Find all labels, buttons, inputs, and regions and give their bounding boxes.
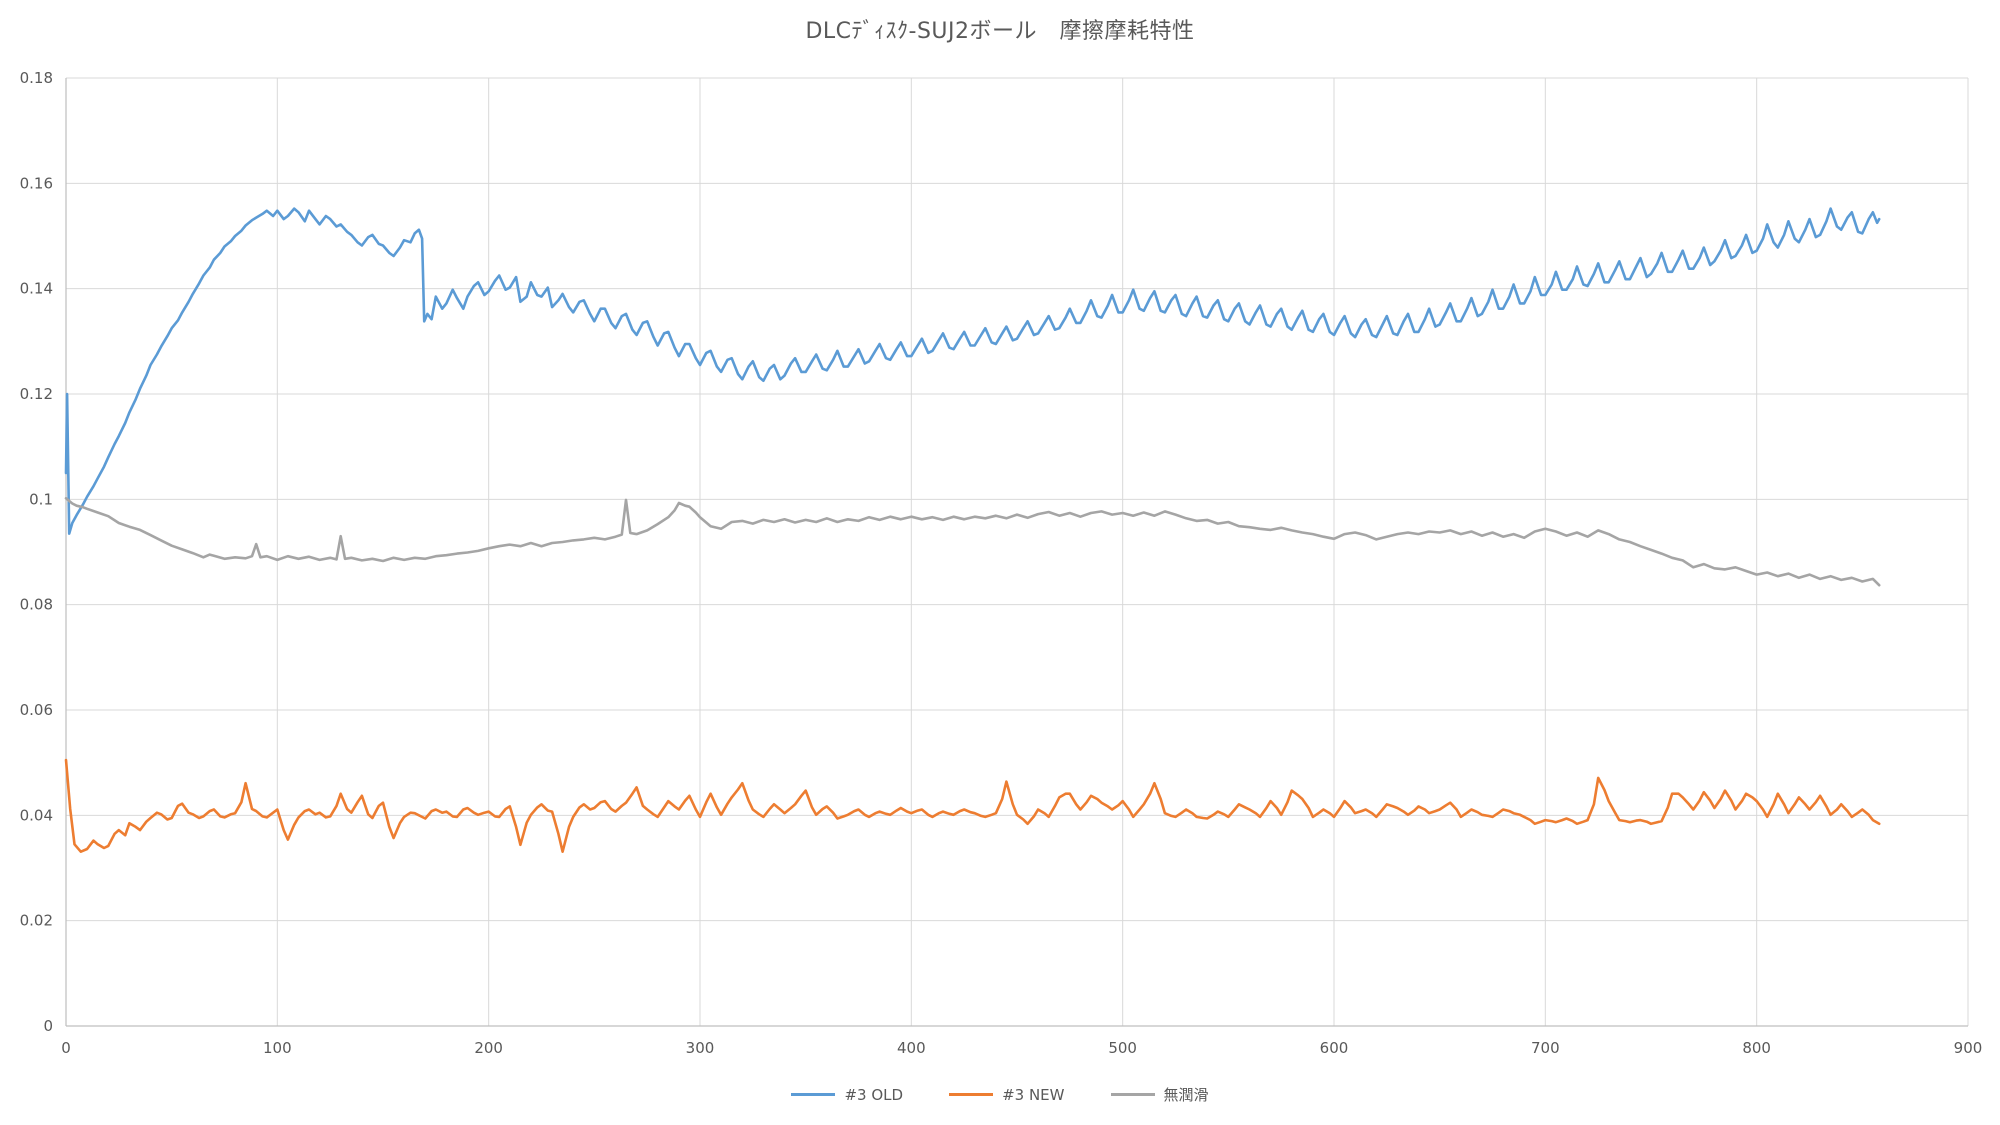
x-tick-label: 900	[1954, 1039, 1983, 1057]
axis-lines	[65, 78, 1968, 1027]
legend-swatch-0	[791, 1093, 836, 1096]
legend: #3 OLD #3 NEW 無潤滑	[0, 1084, 2000, 1105]
x-tick-label: 800	[1742, 1039, 1771, 1057]
legend-label-0: #3 OLD	[844, 1085, 904, 1104]
chart-title: DLCﾃﾞｨｽｸ-SUJ2ボール 摩擦摩耗特性	[805, 19, 1195, 44]
y-tick-label: 0.18	[20, 69, 53, 87]
x-axis-labels: 0 100 200 300 400 500 600 700 800 900	[61, 1039, 1982, 1057]
data-series	[64, 207, 1881, 853]
legend-label-1: #3 NEW	[1002, 1085, 1065, 1104]
y-tick-label: 0.1	[29, 490, 53, 508]
y-tick-label: 0.02	[20, 912, 53, 930]
y-tick-label: 0.16	[20, 174, 53, 192]
y-axis-labels: 0 0.02 0.04 0.06 0.08 0.1 0.12 0.14 0.16 0.18	[20, 69, 53, 1035]
y-tick-label: 0.08	[20, 596, 53, 614]
legend-swatch-2	[1110, 1093, 1155, 1096]
x-tick-label: 100	[263, 1039, 292, 1057]
legend-label-2: 無潤滑	[1163, 1086, 1209, 1104]
series-line-0	[64, 207, 1881, 535]
legend-item-1: #3 NEW	[949, 1085, 1065, 1104]
gridlines	[66, 77, 1969, 1026]
x-tick-label: 0	[61, 1039, 71, 1057]
x-tick-label: 300	[686, 1039, 715, 1057]
y-tick-label: 0.06	[20, 701, 53, 719]
x-tick-label: 600	[1320, 1039, 1349, 1057]
y-tick-label: 0	[43, 1017, 53, 1035]
x-tick-label: 200	[474, 1039, 503, 1057]
x-tick-label: 500	[1108, 1039, 1137, 1057]
x-tick-label: 700	[1531, 1039, 1560, 1057]
y-tick-label: 0.04	[20, 806, 53, 824]
series-line-1	[64, 758, 1881, 853]
y-tick-label: 0.12	[20, 385, 53, 403]
legend-item-2: 無潤滑	[1110, 1084, 1209, 1105]
series-line-2	[64, 497, 1881, 587]
x-tick-label: 400	[897, 1039, 926, 1057]
y-tick-label: 0.14	[20, 280, 53, 298]
legend-swatch-1	[949, 1093, 994, 1096]
legend-item-0: #3 OLD	[791, 1086, 903, 1104]
